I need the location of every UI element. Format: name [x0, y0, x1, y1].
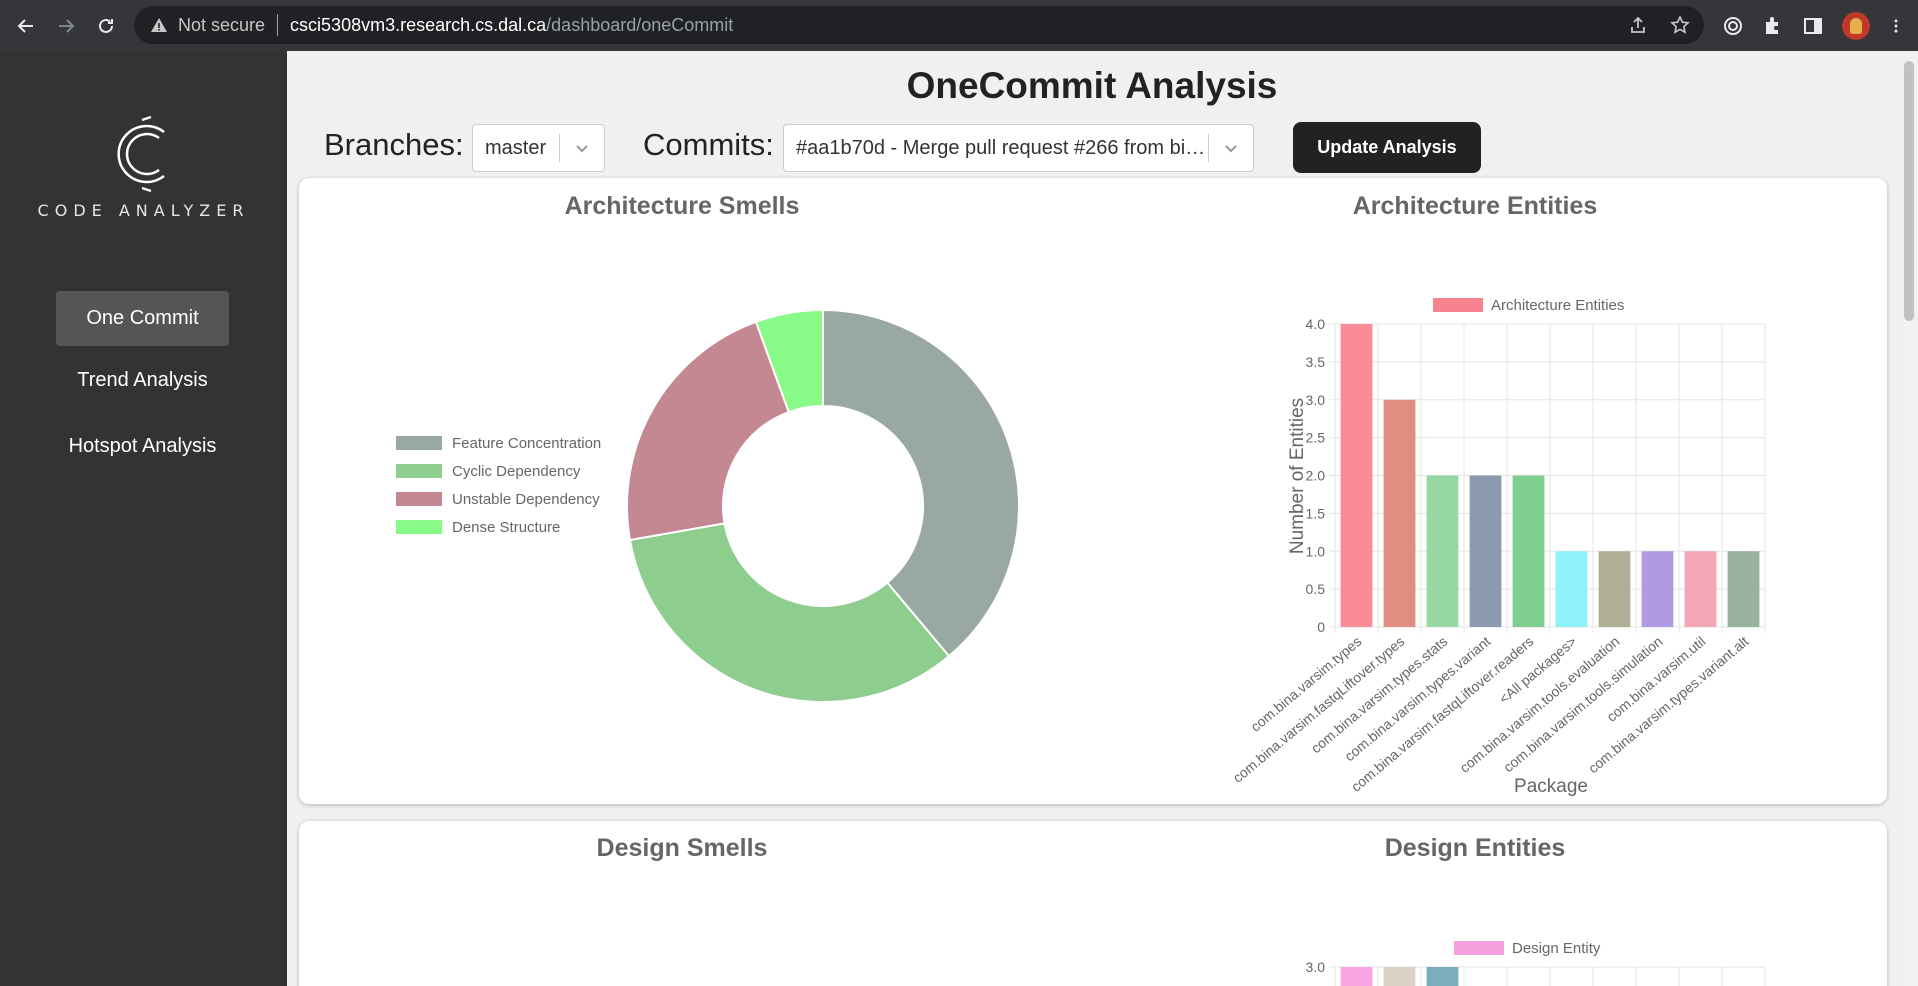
commits-label: Commits:	[643, 127, 774, 162]
legend-swatch-1	[396, 464, 442, 478]
bar-8[interactable]	[1684, 551, 1717, 627]
bar-legend-label[interactable]: Architecture Entities	[1491, 297, 1624, 314]
architecture-smells-chart: Feature Concentration Cyclic Dependency Un…	[396, 308, 1020, 703]
browser-toolbar: Not secure csci5308vm3.research.cs.dal.c…	[0, 0, 1918, 51]
bar-4[interactable]	[1512, 475, 1545, 628]
y-tick-label: 2.5	[1306, 430, 1326, 446]
forward-button[interactable]	[46, 6, 86, 46]
sidebar-item-trend-analysis[interactable]: Trend Analysis	[77, 369, 208, 391]
page-scrollbar[interactable]	[1900, 51, 1918, 986]
design-bar-1[interactable]	[1383, 967, 1416, 986]
bar-0[interactable]	[1340, 324, 1373, 627]
bar-5[interactable]	[1555, 551, 1588, 627]
url-host: csci5308vm3.research.cs.dal.ca	[290, 14, 547, 35]
select-divider	[1208, 134, 1209, 162]
legend-label-2[interactable]: Unstable Dependency	[452, 491, 600, 508]
legend-label-3[interactable]: Dense Structure	[452, 519, 560, 536]
architecture-entities-title: Architecture Entities	[1352, 192, 1598, 220]
extension-target-icon[interactable]	[1722, 15, 1744, 37]
bar-2[interactable]	[1426, 475, 1459, 628]
security-status: Not secure	[178, 14, 266, 35]
y-tick-label: 3.0	[1306, 392, 1326, 408]
reload-button[interactable]	[86, 6, 126, 46]
update-analysis-button[interactable]: Update Analysis	[1293, 122, 1481, 173]
extensions-puzzle-icon[interactable]	[1762, 15, 1784, 37]
design-legend-swatch	[1454, 941, 1504, 955]
commit-select[interactable]: #aa1b70d - Merge pull request #266 from …	[783, 124, 1254, 172]
legend-label-1[interactable]: Cyclic Dependency	[452, 463, 581, 480]
commit-select-value: #aa1b70d - Merge pull request #266 from …	[796, 136, 1208, 159]
donut-slice-3[interactable]	[754, 308, 824, 414]
architecture-entities-chart: Architecture Entities 0 0.5 1.0 1.5 2.0 2.5 3.0…	[1230, 297, 1766, 797]
page-title: OneCommit Analysis	[906, 65, 1278, 106]
back-button[interactable]	[6, 6, 46, 46]
profile-avatar[interactable]	[1842, 11, 1870, 40]
bookmark-star-icon[interactable]	[1670, 15, 1690, 35]
branches-label: Branches:	[324, 127, 464, 162]
sidebar-item-hotspot-analysis[interactable]: Hotspot Analysis	[68, 435, 217, 457]
bar-6[interactable]	[1598, 551, 1631, 627]
y-tick-label: 0.5	[1306, 581, 1326, 597]
legend-swatch-0	[396, 436, 442, 450]
select-divider	[559, 134, 560, 162]
legend-swatch-2	[396, 492, 442, 506]
chevron-down-icon[interactable]	[560, 140, 604, 156]
branch-select[interactable]: master	[472, 124, 605, 172]
kebab-menu-icon[interactable]	[1888, 15, 1904, 37]
design-card: Design Smells Design Entities Design Ent…	[299, 821, 1887, 986]
side-panel-icon[interactable]	[1802, 15, 1824, 37]
design-y-tick-label: 3.0	[1306, 959, 1326, 975]
donut-slice-1[interactable]	[628, 522, 951, 703]
sidebar-item-one-commit[interactable]: One Commit	[56, 291, 229, 346]
url-path: /dashboard/oneCommit	[546, 14, 734, 35]
design-smells-title: Design Smells	[596, 834, 768, 862]
design-bar-2[interactable]	[1426, 967, 1459, 986]
branch-select-value: master	[485, 136, 547, 159]
arrow-right-icon	[59, 18, 75, 33]
y-tick-label: 2.0	[1306, 468, 1326, 484]
donut-slice-2[interactable]	[626, 320, 791, 542]
y-tick-label: 0	[1317, 619, 1325, 635]
bar-3[interactable]	[1469, 475, 1502, 628]
y-axis-title: Number of Entities	[1287, 398, 1308, 554]
reload-icon	[99, 18, 113, 33]
sidebar: CODE ANALYZER One Commit Trend Analysis …	[0, 51, 287, 986]
address-bar[interactable]: Not secure csci5308vm3.research.cs.dal.c…	[134, 6, 1704, 44]
architecture-card: Architecture Smells Architecture Entitie…	[299, 178, 1887, 804]
y-tick-label: 1.5	[1306, 505, 1326, 521]
bar-legend-swatch	[1433, 298, 1483, 312]
chevron-down-icon[interactable]	[1209, 140, 1253, 156]
main-content: OneCommit Analysis Branches: master Comm…	[287, 51, 1900, 986]
y-tick-label: 3.5	[1306, 354, 1326, 370]
design-legend-label[interactable]: Design Entity	[1512, 940, 1601, 957]
bar-9[interactable]	[1727, 551, 1760, 627]
url-separator	[277, 14, 279, 36]
x-axis-title: Package	[1514, 776, 1588, 797]
legend-swatch-3	[396, 520, 442, 534]
warning-icon	[151, 18, 167, 32]
design-entities-title: Design Entities	[1384, 834, 1566, 862]
scrollbar-thumb[interactable]	[1904, 61, 1914, 321]
share-icon[interactable]	[1628, 15, 1648, 35]
logo-text: CODE ANALYZER	[37, 201, 250, 220]
donut-slice-0[interactable]	[822, 308, 1020, 658]
y-tick-label: 1.0	[1306, 543, 1326, 559]
bar-1[interactable]	[1383, 399, 1416, 627]
logo-c-icon	[117, 115, 165, 193]
app-logo[interactable]: CODE ANALYZER	[0, 114, 287, 220]
architecture-smells-title: Architecture Smells	[564, 192, 800, 220]
legend-label-0[interactable]: Feature Concentration	[452, 435, 601, 452]
design-bar-0[interactable]	[1340, 967, 1373, 986]
bar-7[interactable]	[1641, 551, 1674, 627]
y-tick-label: 4.0	[1306, 316, 1326, 332]
arrow-left-icon	[17, 18, 33, 33]
